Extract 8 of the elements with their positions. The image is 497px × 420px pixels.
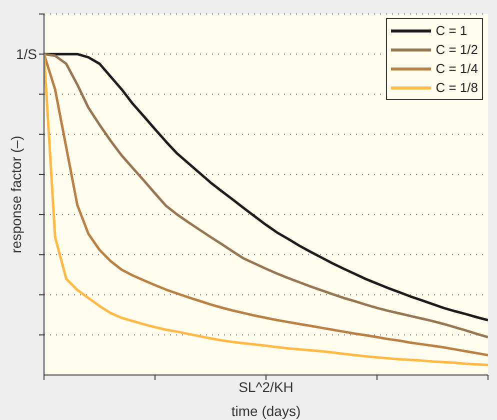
x-axis-title: time (days) [231, 403, 301, 419]
legend-label: C = 1/2 [436, 42, 478, 57]
text: SL^2/KH [238, 378, 294, 395]
legend-label: C = 1/8 [436, 80, 478, 95]
legend-label: C = 1 [436, 23, 468, 38]
legend-label: C = 1/4 [436, 61, 478, 76]
text: 1/S [16, 46, 37, 62]
y-axis-title: response factor (–) [8, 136, 24, 254]
